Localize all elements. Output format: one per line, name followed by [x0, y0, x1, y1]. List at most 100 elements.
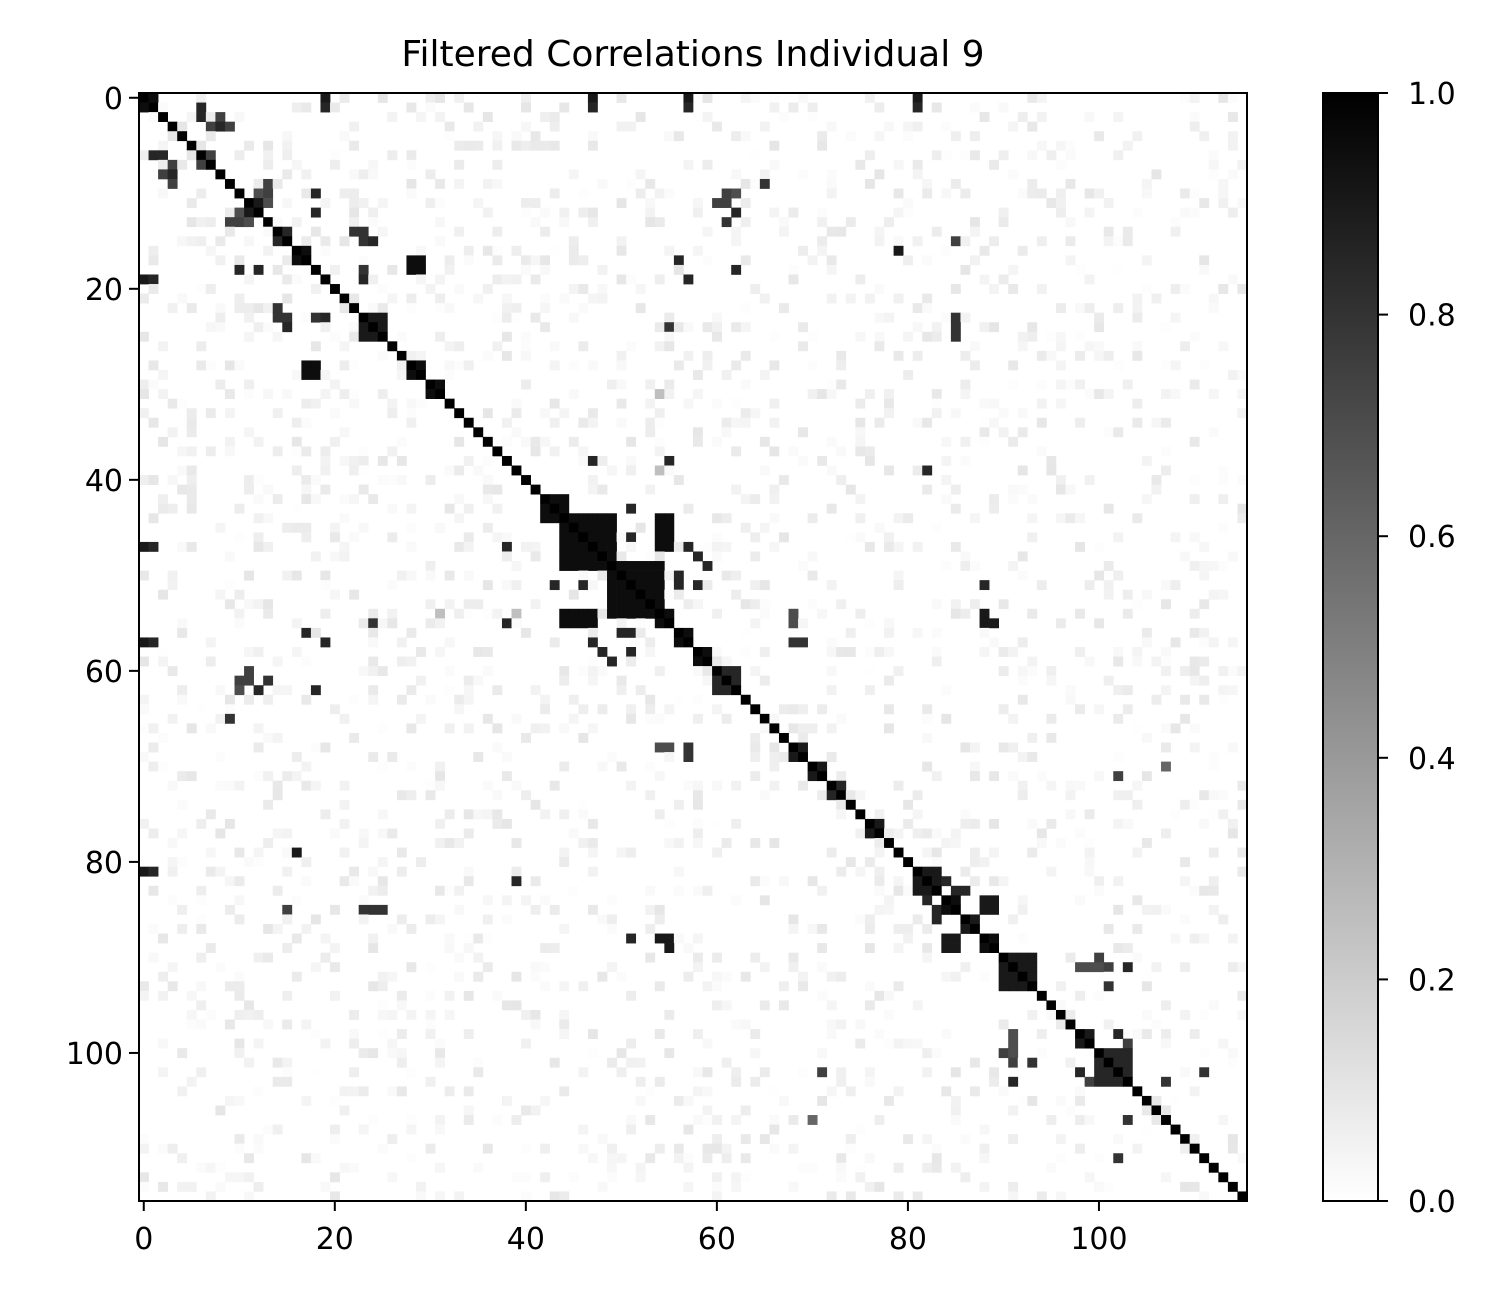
heatmap-cell [521, 122, 531, 132]
heatmap-cell [464, 943, 474, 953]
heatmap-cell [903, 924, 913, 934]
heatmap-cell [645, 637, 655, 647]
heatmap-cell [254, 513, 264, 523]
heatmap-cell [177, 446, 187, 456]
heatmap-cell [349, 169, 359, 179]
heatmap-cell [187, 112, 197, 122]
heatmap-cell [645, 551, 655, 561]
heatmap-cell [1132, 1029, 1142, 1039]
heatmap-cell [1027, 513, 1037, 523]
heatmap-cell [1151, 962, 1161, 972]
heatmap-cell [406, 303, 416, 313]
heatmap-cell [836, 647, 846, 657]
heatmap-cell [531, 551, 541, 561]
heatmap-cell [435, 819, 445, 829]
heatmap-cell [827, 1000, 837, 1010]
heatmap-cell [932, 1144, 942, 1154]
heatmap-cell [760, 580, 770, 590]
heatmap-cell [483, 456, 493, 466]
heatmap-cell [550, 112, 560, 122]
heatmap-cell [1066, 179, 1076, 189]
heatmap-cell [445, 255, 455, 265]
heatmap-cell [254, 848, 264, 858]
heatmap-cell [693, 427, 703, 437]
heatmap-cell [712, 704, 722, 714]
heatmap-cell [769, 93, 779, 103]
heatmap-cell [1037, 418, 1047, 428]
heatmap-cell [235, 217, 245, 227]
heatmap-cell [607, 532, 617, 542]
heatmap-cell [435, 380, 445, 390]
heatmap-cell [301, 781, 311, 791]
heatmap-cell [617, 274, 627, 284]
heatmap-cell [769, 103, 779, 113]
heatmap-cell [980, 112, 990, 122]
heatmap-cell [273, 886, 283, 896]
heatmap-cell [874, 828, 884, 838]
heatmap-cell [1066, 1058, 1076, 1068]
heatmap-cell [999, 427, 1009, 437]
heatmap-cell [1037, 380, 1047, 390]
heatmap-cell [1037, 351, 1047, 361]
heatmap-cell [273, 1125, 283, 1135]
heatmap-cell [340, 1163, 350, 1173]
heatmap-cell [292, 848, 302, 858]
heatmap-cell [817, 236, 827, 246]
heatmap-cell [445, 599, 455, 609]
heatmap-cell [817, 943, 827, 953]
heatmap-cell [683, 542, 693, 552]
heatmap-cell [445, 723, 455, 733]
heatmap-cell [282, 131, 292, 141]
heatmap-cell [206, 446, 216, 456]
heatmap-cell [674, 255, 684, 265]
heatmap-cell [588, 618, 598, 628]
heatmap-cell [225, 905, 235, 915]
heatmap-cell [960, 924, 970, 934]
heatmap-cell [626, 122, 636, 132]
heatmap-cell [779, 733, 789, 743]
heatmap-cell [712, 1000, 722, 1010]
heatmap-cell [989, 1067, 999, 1077]
heatmap-cell [617, 380, 627, 390]
heatmap-cell [607, 1153, 617, 1163]
heatmap-cell [301, 1096, 311, 1106]
heatmap-cell [473, 809, 483, 819]
heatmap-cell [645, 561, 655, 571]
heatmap-cell [932, 1048, 942, 1058]
heatmap-cell [683, 93, 693, 103]
heatmap-cell [626, 274, 636, 284]
heatmap-cell [1075, 418, 1085, 428]
heatmap-cell [626, 781, 636, 791]
heatmap-cell [674, 131, 684, 141]
heatmap-cell [617, 1067, 627, 1077]
heatmap-cell [855, 809, 865, 819]
heatmap-cell [817, 886, 827, 896]
heatmap-cell [235, 972, 245, 982]
heatmap-cell [731, 1115, 741, 1125]
heatmap-cell [932, 523, 942, 533]
colorbar [1323, 93, 1378, 1201]
heatmap-cell [483, 895, 493, 905]
heatmap-cell [406, 103, 416, 113]
heatmap-cell [1199, 1010, 1209, 1020]
heatmap-cell [158, 169, 168, 179]
heatmap-cell [941, 905, 951, 915]
heatmap-cell [1161, 1115, 1171, 1125]
heatmap-cell [760, 523, 770, 533]
heatmap-cell [311, 399, 321, 409]
heatmap-cell [1046, 1163, 1056, 1173]
heatmap-cell [349, 532, 359, 542]
heatmap-cell [1132, 294, 1142, 304]
heatmap-cell [416, 112, 426, 122]
heatmap-cell [1190, 189, 1200, 199]
heatmap-cell [550, 1191, 560, 1201]
heatmap-cell [1027, 1010, 1037, 1020]
heatmap-cell [951, 609, 961, 619]
heatmap-cell [406, 723, 416, 733]
heatmap-cell [1008, 972, 1018, 982]
heatmap-cell [693, 389, 703, 399]
heatmap-cell [387, 828, 397, 838]
heatmap-cell [769, 208, 779, 218]
heatmap-cell [1113, 236, 1123, 246]
heatmap-cell [1228, 743, 1238, 753]
